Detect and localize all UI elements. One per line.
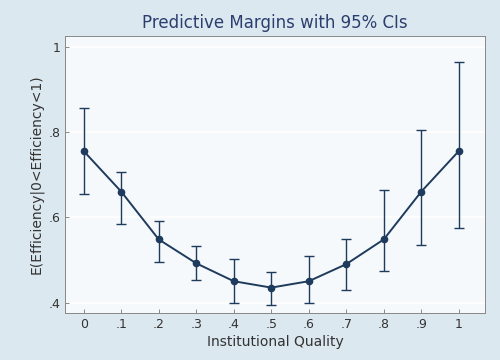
Title: Predictive Margins with 95% CIs: Predictive Margins with 95% CIs — [142, 14, 408, 32]
Y-axis label: E(Efficiency|0<Efficiency<1): E(Efficiency|0<Efficiency<1) — [30, 75, 44, 274]
X-axis label: Institutional Quality: Institutional Quality — [206, 335, 344, 349]
